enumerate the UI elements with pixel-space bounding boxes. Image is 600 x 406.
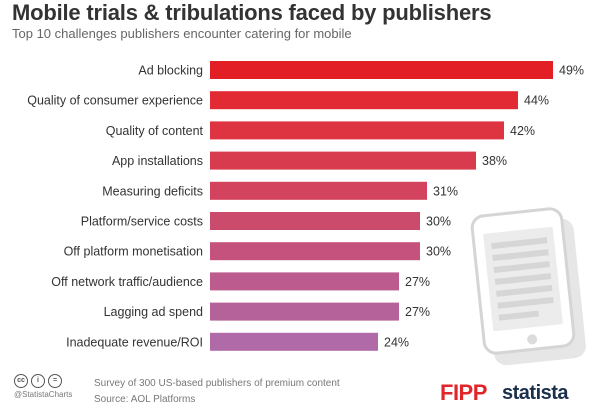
value-label: 44% xyxy=(524,94,549,108)
category-label: Ad blocking xyxy=(138,64,203,78)
category-label: App installations xyxy=(112,154,203,168)
value-label: 24% xyxy=(384,335,409,349)
value-label: 30% xyxy=(426,215,451,229)
cc-icon: cc xyxy=(14,374,28,388)
attribution-icon: i xyxy=(31,374,45,388)
chart-subtitle: Top 10 challenges publishers encounter c… xyxy=(12,26,352,41)
bar xyxy=(210,332,378,351)
value-label: 31% xyxy=(433,184,458,198)
bar xyxy=(210,151,476,170)
value-label: 27% xyxy=(405,275,430,289)
license-icons: cc i = xyxy=(14,374,62,388)
bar xyxy=(210,212,420,230)
category-label: Quality of consumer experience xyxy=(27,94,203,108)
bar xyxy=(210,121,504,140)
value-label: 30% xyxy=(426,245,451,259)
statista-handle[interactable]: @StatistaCharts xyxy=(14,390,73,399)
bar xyxy=(210,181,427,200)
value-label: 27% xyxy=(405,305,430,319)
category-label: Measuring deficits xyxy=(102,184,203,198)
survey-note: Survey of 300 US-based publishers of pre… xyxy=(94,378,340,389)
bar xyxy=(210,61,553,79)
value-label: 49% xyxy=(559,64,584,78)
bar xyxy=(210,242,420,261)
bar-chart: Ad blocking 49% Quality of consumer experi… xyxy=(27,61,586,366)
fipp-logo[interactable]: FIPP xyxy=(440,380,487,405)
category-label: Inadequate revenue/ROI xyxy=(66,335,203,349)
smartphone-icon xyxy=(470,207,586,366)
category-label: Off platform monetisation xyxy=(64,245,203,259)
bar xyxy=(210,272,399,291)
footer: cc i = @StatistaCharts Survey of 300 US-… xyxy=(12,374,600,405)
no-derivatives-icon: = xyxy=(48,374,62,388)
category-label: Lagging ad spend xyxy=(104,305,203,319)
category-label: Off network traffic/audience xyxy=(51,275,203,289)
statista-logo[interactable]: statista xyxy=(502,382,569,404)
bar xyxy=(210,91,518,110)
category-label: Platform/service costs xyxy=(81,215,203,229)
value-label: 38% xyxy=(482,154,507,168)
bar xyxy=(210,302,399,321)
category-label: Quality of content xyxy=(106,124,204,138)
chart-title: Mobile trials & tribulations faced by pu… xyxy=(12,0,492,25)
value-label: 42% xyxy=(510,124,535,138)
